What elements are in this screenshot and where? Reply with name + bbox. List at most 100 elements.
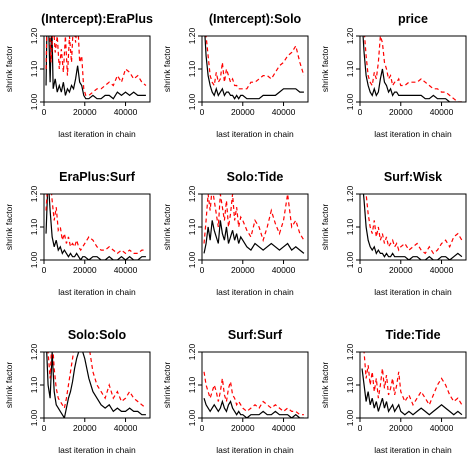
median-shrink-factor-line bbox=[203, 220, 305, 254]
x-tick-label: 20000 bbox=[389, 423, 413, 433]
x-axis-label: last iteration in chain bbox=[216, 445, 294, 455]
panel-svg: Tide:Tide 0 20000 40000 1.00 1.10 1.20 last ite… bbox=[320, 328, 467, 455]
upper-shrink-factor-line bbox=[363, 352, 463, 407]
x-axis-label: last iteration in chain bbox=[374, 445, 452, 455]
panel-svg: EraPlus:Surf 0 20000 40000 1.00 1.10 1.20 last … bbox=[4, 170, 151, 297]
x-tick-label: 0 bbox=[42, 107, 47, 117]
panel-title: Tide:Tide bbox=[385, 328, 440, 342]
x-tick-label: 40000 bbox=[114, 265, 138, 275]
y-tick-label: 1.10 bbox=[29, 60, 39, 77]
y-axis-label: shrink factor bbox=[162, 362, 172, 408]
x-tick-label: 20000 bbox=[231, 265, 255, 275]
y-tick-label: 1.20 bbox=[345, 27, 355, 44]
panel-6: Solo:Solo 0 20000 40000 1.00 1.10 1.20 last ite… bbox=[0, 316, 158, 474]
x-tick-label: 40000 bbox=[430, 423, 454, 433]
y-tick-label: 1.20 bbox=[29, 343, 39, 360]
y-axis-label: shrink factor bbox=[162, 204, 172, 250]
x-tick-label: 40000 bbox=[272, 265, 296, 275]
panel-svg: price 0 20000 40000 1.00 1.10 1.20 last iterati… bbox=[320, 12, 467, 139]
x-tick-label: 20000 bbox=[73, 107, 97, 117]
y-tick-label: 1.00 bbox=[345, 251, 355, 268]
x-tick-label: 20000 bbox=[73, 423, 97, 433]
x-axis-label: last iteration in chain bbox=[216, 287, 294, 297]
plot-frame bbox=[43, 193, 151, 261]
x-tick-label: 0 bbox=[42, 265, 47, 275]
panel-title: Surf:Surf bbox=[228, 328, 283, 342]
upper-shrink-factor-line bbox=[45, 36, 147, 97]
x-tick-label: 0 bbox=[358, 265, 363, 275]
panel-svg: Surf:Surf 0 20000 40000 1.00 1.10 1.20 last ite… bbox=[162, 328, 309, 455]
y-tick-label: 1.20 bbox=[29, 27, 39, 44]
y-tick-label: 1.10 bbox=[29, 376, 39, 393]
y-axis-label: shrink factor bbox=[4, 204, 14, 250]
x-tick-label: 0 bbox=[42, 423, 47, 433]
median-shrink-factor-line bbox=[362, 194, 463, 260]
y-tick-label: 1.10 bbox=[345, 60, 355, 77]
plot-frame bbox=[359, 351, 467, 419]
x-axis-label: last iteration in chain bbox=[374, 129, 452, 139]
y-axis-label: shrink factor bbox=[320, 362, 330, 408]
y-tick-label: 1.20 bbox=[345, 185, 355, 202]
upper-shrink-factor-line bbox=[205, 36, 305, 90]
x-tick-label: 40000 bbox=[430, 107, 454, 117]
panel-svg: Surf:Wisk 0 20000 40000 1.00 1.10 1.20 last ite… bbox=[320, 170, 467, 297]
panel-title: (Intercept):EraPlus bbox=[41, 12, 153, 26]
x-tick-label: 40000 bbox=[430, 265, 454, 275]
panel-svg: Solo:Solo 0 20000 40000 1.00 1.10 1.20 last ite… bbox=[4, 328, 151, 455]
plot-frame bbox=[43, 351, 151, 419]
y-tick-label: 1.20 bbox=[187, 343, 197, 360]
x-tick-label: 20000 bbox=[389, 107, 413, 117]
y-tick-label: 1.20 bbox=[29, 185, 39, 202]
panel-svg: (Intercept):Solo 0 20000 40000 1.00 1.10 1.20 l… bbox=[162, 12, 309, 139]
y-tick-label: 1.00 bbox=[187, 409, 197, 426]
x-tick-label: 0 bbox=[358, 423, 363, 433]
panel-3: EraPlus:Surf 0 20000 40000 1.00 1.10 1.20 last … bbox=[0, 158, 158, 316]
median-shrink-factor-line bbox=[203, 398, 304, 418]
x-axis-label: last iteration in chain bbox=[58, 129, 136, 139]
upper-shrink-factor-line bbox=[203, 371, 304, 416]
panel-svg: Solo:Tide 0 20000 40000 1.00 1.10 1.20 last ite… bbox=[162, 170, 309, 297]
y-tick-label: 1.00 bbox=[187, 93, 197, 110]
y-tick-label: 1.00 bbox=[29, 251, 39, 268]
y-tick-label: 1.20 bbox=[187, 185, 197, 202]
panel-8: Tide:Tide 0 20000 40000 1.00 1.10 1.20 last ite… bbox=[316, 316, 474, 474]
panel-title: Surf:Wisk bbox=[384, 170, 442, 184]
y-tick-label: 1.10 bbox=[345, 376, 355, 393]
x-axis-label: last iteration in chain bbox=[58, 287, 136, 297]
x-tick-label: 40000 bbox=[114, 107, 138, 117]
upper-shrink-factor-line bbox=[363, 36, 462, 102]
x-tick-label: 0 bbox=[200, 107, 205, 117]
y-tick-label: 1.10 bbox=[345, 218, 355, 235]
x-axis-label: last iteration in chain bbox=[58, 445, 136, 455]
median-shrink-factor-line bbox=[45, 36, 146, 100]
y-tick-label: 1.00 bbox=[345, 409, 355, 426]
panel-2: price 0 20000 40000 1.00 1.10 1.20 last iterati… bbox=[316, 0, 474, 158]
panel-7: Surf:Surf 0 20000 40000 1.00 1.10 1.20 last ite… bbox=[158, 316, 316, 474]
upper-shrink-factor-line bbox=[365, 194, 463, 255]
panel-1: (Intercept):Solo 0 20000 40000 1.00 1.10 1.20 l… bbox=[158, 0, 316, 158]
y-tick-label: 1.00 bbox=[345, 93, 355, 110]
upper-shrink-factor-line bbox=[47, 352, 147, 410]
y-axis-label: shrink factor bbox=[4, 46, 14, 92]
median-shrink-factor-line bbox=[362, 36, 462, 102]
x-axis-label: last iteration in chain bbox=[374, 287, 452, 297]
median-shrink-factor-line bbox=[45, 194, 146, 260]
median-shrink-factor-line bbox=[204, 36, 304, 100]
panel-0: (Intercept):EraPlus 0 20000 40000 1.00 1.10 1.… bbox=[0, 0, 158, 158]
x-tick-label: 0 bbox=[358, 107, 363, 117]
x-tick-label: 0 bbox=[200, 265, 205, 275]
x-tick-label: 40000 bbox=[272, 423, 296, 433]
x-tick-label: 40000 bbox=[114, 423, 138, 433]
x-tick-label: 0 bbox=[200, 423, 205, 433]
x-tick-label: 20000 bbox=[231, 423, 255, 433]
panel-title: Solo:Solo bbox=[68, 328, 127, 342]
panel-title: Solo:Tide bbox=[227, 170, 284, 184]
x-tick-label: 20000 bbox=[231, 107, 255, 117]
y-axis-label: shrink factor bbox=[162, 46, 172, 92]
y-axis-label: shrink factor bbox=[320, 204, 330, 250]
y-tick-label: 1.00 bbox=[29, 409, 39, 426]
x-tick-label: 20000 bbox=[73, 265, 97, 275]
y-tick-label: 1.10 bbox=[187, 60, 197, 77]
median-shrink-factor-line bbox=[361, 368, 463, 416]
